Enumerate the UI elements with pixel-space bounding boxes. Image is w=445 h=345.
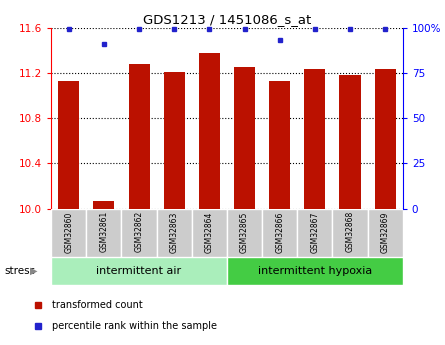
Text: GSM32866: GSM32866 xyxy=(275,211,284,253)
Text: intermittent air: intermittent air xyxy=(97,266,182,276)
Bar xyxy=(192,209,227,257)
Bar xyxy=(227,209,262,257)
Bar xyxy=(199,52,220,209)
Text: GSM32869: GSM32869 xyxy=(380,211,390,253)
Bar xyxy=(262,209,297,257)
Text: GSM32860: GSM32860 xyxy=(64,211,73,253)
Bar xyxy=(375,69,396,209)
Title: GDS1213 / 1451086_s_at: GDS1213 / 1451086_s_at xyxy=(143,13,311,27)
Bar xyxy=(297,209,332,257)
Text: GSM32862: GSM32862 xyxy=(134,211,144,253)
Bar xyxy=(51,257,227,285)
Text: GSM32868: GSM32868 xyxy=(345,211,355,253)
Bar xyxy=(93,201,114,209)
Text: transformed count: transformed count xyxy=(53,299,143,309)
Bar xyxy=(269,81,290,209)
Text: stress: stress xyxy=(4,266,36,276)
Text: GSM32865: GSM32865 xyxy=(240,211,249,253)
Bar xyxy=(234,67,255,209)
Bar xyxy=(86,209,121,257)
Bar xyxy=(157,209,192,257)
Bar xyxy=(129,64,150,209)
Bar xyxy=(304,69,325,209)
Bar xyxy=(51,209,86,257)
Bar xyxy=(368,209,403,257)
Text: GSM32867: GSM32867 xyxy=(310,211,320,253)
Text: GSM32864: GSM32864 xyxy=(205,211,214,253)
Bar xyxy=(121,209,157,257)
Bar xyxy=(58,81,79,209)
Text: GSM32861: GSM32861 xyxy=(99,211,109,253)
Bar xyxy=(164,72,185,209)
Bar xyxy=(227,257,403,285)
Text: GSM32863: GSM32863 xyxy=(170,211,179,253)
Bar xyxy=(340,75,360,209)
Bar xyxy=(332,209,368,257)
Text: intermittent hypoxia: intermittent hypoxia xyxy=(258,266,372,276)
Text: ▶: ▶ xyxy=(30,266,37,276)
Text: percentile rank within the sample: percentile rank within the sample xyxy=(53,322,217,332)
